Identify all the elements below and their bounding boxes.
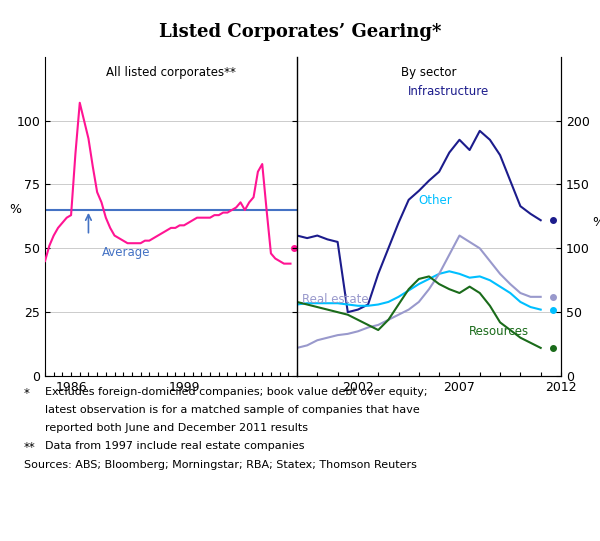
Text: latest observation is for a matched sample of companies that have: latest observation is for a matched samp… <box>45 405 420 415</box>
Y-axis label: %: % <box>592 216 600 229</box>
Text: By sector: By sector <box>401 67 457 80</box>
Text: Listed Corporates’ Gearing*: Listed Corporates’ Gearing* <box>159 23 441 41</box>
Text: All listed corporates**: All listed corporates** <box>106 67 236 80</box>
Text: Real estate: Real estate <box>302 293 369 306</box>
Text: Resources: Resources <box>469 325 529 338</box>
Text: Sources: ABS; Bloomberg; Morningstar; RBA; Statex; Thomson Reuters: Sources: ABS; Bloomberg; Morningstar; RB… <box>24 459 417 470</box>
Text: Average: Average <box>101 246 150 259</box>
Text: Excludes foreign-domiciled companies; book value debt over equity;: Excludes foreign-domiciled companies; bo… <box>45 387 427 397</box>
Text: reported both June and December 2011 results: reported both June and December 2011 res… <box>45 423 308 433</box>
Y-axis label: %: % <box>9 203 21 216</box>
Text: **: ** <box>24 441 36 454</box>
Text: Infrastructure: Infrastructure <box>408 85 489 98</box>
Text: Data from 1997 include real estate companies: Data from 1997 include real estate compa… <box>45 441 305 451</box>
Text: *: * <box>24 387 30 400</box>
Text: Other: Other <box>418 194 452 207</box>
